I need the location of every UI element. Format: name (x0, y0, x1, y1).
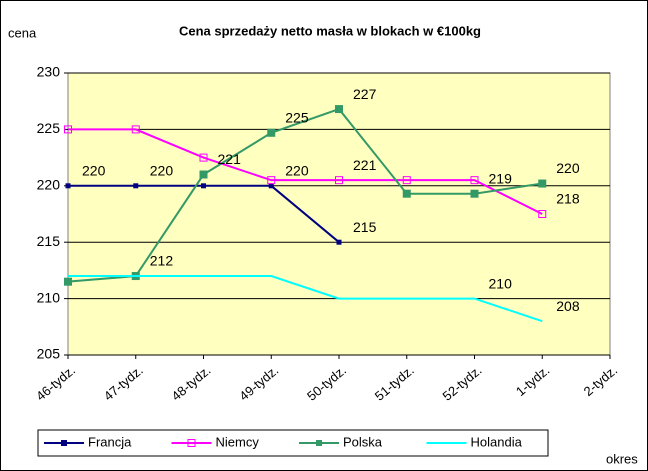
marker (538, 210, 547, 218)
plot-area (67, 72, 611, 356)
legend-label: Niemcy (216, 434, 260, 449)
marker (199, 153, 208, 162)
marker (538, 179, 547, 188)
y-tick-label: 215 (37, 233, 61, 249)
x-axis-label: okres (606, 451, 638, 466)
data-label: 208 (556, 298, 580, 314)
series-line (68, 275, 543, 323)
marker (133, 183, 139, 189)
marker (470, 189, 479, 198)
chart-title: Cena sprzedaży netto masła w blokach w €… (179, 23, 481, 38)
data-label: 220 (82, 163, 106, 179)
legend-marker (316, 440, 322, 446)
y-tick-label: 225 (37, 120, 61, 136)
data-label: 220 (556, 160, 580, 176)
y-axis-label: cena (8, 25, 37, 40)
legend-marker (187, 439, 196, 447)
y-tick-label: 205 (37, 346, 61, 362)
data-label: 210 (489, 275, 513, 291)
data-label: 215 (353, 219, 377, 235)
series-line (67, 107, 543, 283)
data-label: 221 (353, 157, 377, 173)
marker (199, 170, 208, 179)
marker (64, 277, 72, 286)
data-label: 212 (150, 253, 174, 269)
legend-label: Polska (343, 434, 383, 449)
marker (335, 176, 343, 185)
marker (268, 183, 274, 189)
data-label: 221 (218, 151, 242, 167)
data-label: 225 (285, 109, 309, 125)
marker (267, 128, 276, 137)
marker (335, 105, 343, 114)
marker (470, 176, 479, 185)
data-label: 220 (150, 163, 174, 179)
y-tick-label: 230 (37, 64, 61, 80)
data-label: 218 (556, 191, 580, 207)
marker (64, 125, 72, 134)
data-label: 220 (285, 163, 309, 179)
marker (201, 183, 206, 189)
legend-label: Holandia (471, 434, 523, 449)
data-label: 219 (489, 170, 513, 186)
series-line (68, 128, 543, 215)
y-tick-label: 220 (37, 177, 61, 193)
marker (131, 125, 140, 134)
marker (65, 183, 71, 189)
marker (267, 176, 276, 185)
legend-marker (61, 440, 67, 446)
data-label: 227 (353, 86, 377, 102)
y-tick-label: 210 (37, 289, 61, 305)
marker (336, 239, 342, 245)
marker (402, 176, 411, 185)
legend-label: Francja (88, 434, 132, 449)
marker (402, 189, 411, 198)
